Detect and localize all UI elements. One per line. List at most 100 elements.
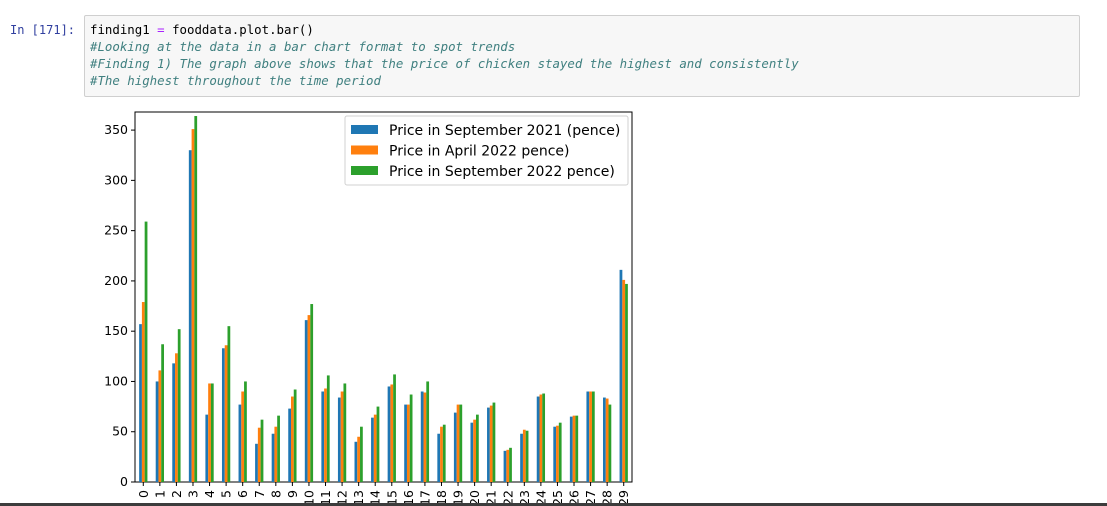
bar-s3-12 (343, 383, 347, 482)
bar-s3-1 (161, 344, 164, 482)
bar-s1-26 (569, 416, 573, 482)
bar-s2-22 (506, 449, 510, 482)
x-tick-label: 15 (384, 490, 399, 506)
y-tick-label: 200 (104, 273, 128, 288)
bar-s2-18 (440, 426, 443, 482)
y-tick-label: 100 (104, 373, 128, 388)
bar-s1-9 (288, 408, 292, 482)
bar-s2-26 (572, 415, 576, 482)
bar-s1-12 (337, 397, 341, 482)
x-tick-label: 18 (434, 490, 449, 506)
x-tick-label: 11 (318, 490, 333, 506)
bar-s3-6 (244, 381, 247, 482)
bar-s2-24 (539, 394, 543, 482)
code-comment-2: #Finding 1) The graph above shows that t… (90, 56, 799, 71)
legend-label-3: Price in September 2022 pence) (389, 164, 615, 180)
bar-s3-15 (393, 374, 396, 482)
bar-s1-1 (155, 381, 159, 482)
code-operator: = (157, 22, 165, 37)
code-cell-input[interactable]: finding1 = fooddata.plot.bar() #Looking … (84, 15, 1080, 97)
bar-s1-17 (420, 391, 424, 482)
x-tick-label: 28 (600, 490, 615, 506)
window-bottom-border (0, 503, 1107, 506)
x-tick-label: 12 (335, 490, 350, 506)
code-comment-3: #The highest throughout the time period (90, 73, 381, 88)
bar-s2-17 (423, 392, 427, 482)
bar-s3-25 (558, 422, 562, 482)
x-tick-label: 22 (500, 490, 515, 506)
x-tick-label: 5 (219, 490, 234, 498)
x-tick-label: 27 (583, 490, 598, 506)
bar-s1-13 (354, 441, 358, 482)
bar-s3-26 (575, 415, 579, 482)
bar-s3-20 (475, 414, 479, 482)
bar-s1-3 (188, 150, 192, 482)
bar-s2-19 (456, 404, 460, 482)
bar-s1-6 (238, 404, 242, 482)
cell-output: 0 50 100 150 200 250 300 350 0 1 2 3 4 5 6 7 8 9 10 11 12 13 1… (84, 100, 1084, 506)
bar-s2-12 (340, 391, 344, 482)
x-tick-label: 2 (169, 490, 184, 498)
x-tick-label: 26 (567, 490, 582, 506)
bar-s1-15 (387, 386, 391, 482)
bar-s2-11 (324, 388, 327, 482)
bar-s3-11 (326, 375, 330, 482)
bar-s1-8 (271, 433, 275, 482)
bar-s3-28 (608, 404, 612, 482)
bar-s2-4 (208, 383, 211, 482)
y-tick-label: 0 (120, 474, 128, 489)
bar-s1-27 (586, 391, 590, 482)
x-tick-label: 0 (136, 490, 151, 498)
legend-label-1: Price in September 2021 (pence) (389, 123, 620, 139)
bar-s2-7 (257, 427, 261, 482)
bar-s1-25 (553, 426, 557, 482)
bar-s1-10 (304, 320, 308, 482)
bar-s2-0 (141, 302, 145, 482)
bar-s1-29 (619, 269, 623, 482)
bar-s3-18 (442, 424, 446, 482)
x-tick-label: 24 (533, 490, 548, 506)
bar-s2-9 (291, 396, 294, 482)
x-tick-label: 4 (202, 490, 217, 498)
x-tick-label: 29 (616, 490, 631, 506)
y-tick-label: 50 (112, 424, 128, 439)
bar-s1-14 (371, 417, 374, 482)
bar-s1-16 (404, 404, 407, 482)
x-tick-label: 1 (152, 490, 167, 498)
bar-s2-3 (191, 129, 195, 482)
bar-s1-19 (453, 412, 457, 482)
bar-s2-15 (390, 384, 394, 482)
x-tick-label: 9 (285, 490, 300, 498)
bar-s1-24 (536, 396, 540, 482)
bar-s3-21 (492, 402, 496, 482)
x-tick-label: 14 (368, 490, 383, 506)
bar-s3-5 (227, 326, 231, 482)
bar-s3-14 (376, 406, 380, 482)
x-tick-label: 6 (235, 490, 250, 498)
bar-s2-2 (175, 353, 178, 482)
bar-s3-4 (210, 383, 214, 482)
legend-box (344, 115, 629, 186)
bar-s3-22 (509, 447, 512, 482)
code-variable: finding1 (90, 22, 150, 37)
bar-s2-1 (158, 370, 162, 482)
bar-s2-14 (373, 414, 377, 482)
legend-swatch-1 (351, 125, 378, 134)
x-tick-label: 10 (301, 490, 316, 506)
bar-s2-5 (224, 345, 228, 482)
x-tick-label: 3 (185, 490, 200, 498)
bar-s2-20 (473, 419, 476, 482)
bar-s2-13 (357, 436, 361, 482)
bar-s2-27 (589, 391, 592, 482)
x-tick-label: 21 (484, 490, 499, 506)
bar-s1-7 (255, 443, 258, 482)
x-tick-label: 17 (417, 490, 432, 506)
bar-s3-3 (194, 116, 198, 483)
legend-swatch-2 (351, 145, 378, 155)
bar-s3-9 (293, 389, 297, 482)
x-tick-label: 16 (401, 490, 416, 506)
bar-s2-28 (605, 398, 609, 482)
code-call: fooddata.plot.bar() (172, 22, 314, 37)
cell-prompt: In [171]: (10, 23, 76, 37)
x-tick-label: 13 (351, 490, 366, 506)
